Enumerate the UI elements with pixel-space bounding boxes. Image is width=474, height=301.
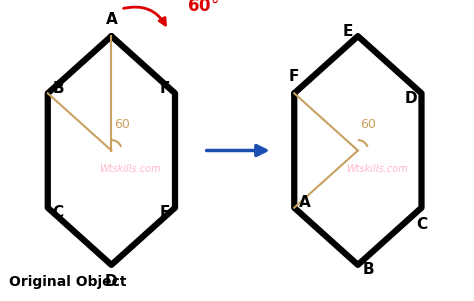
Text: C: C [53, 205, 64, 220]
Text: B: B [53, 81, 64, 96]
Text: 60: 60 [361, 118, 376, 131]
Text: C: C [416, 217, 427, 232]
Text: D: D [405, 91, 418, 106]
Text: 60$\degree$: 60$\degree$ [187, 0, 219, 15]
Text: Wtskills.com: Wtskills.com [346, 163, 408, 174]
Text: Wtskills.com: Wtskills.com [100, 163, 161, 174]
Text: D: D [105, 274, 118, 289]
Text: E: E [159, 205, 170, 220]
Text: F: F [289, 69, 300, 84]
Text: B: B [363, 262, 374, 277]
Text: A: A [299, 195, 310, 210]
Text: 60: 60 [114, 118, 130, 131]
Text: F: F [159, 81, 170, 96]
Text: Original Object: Original Object [9, 275, 127, 289]
Text: E: E [342, 24, 353, 39]
Text: A: A [106, 12, 117, 27]
